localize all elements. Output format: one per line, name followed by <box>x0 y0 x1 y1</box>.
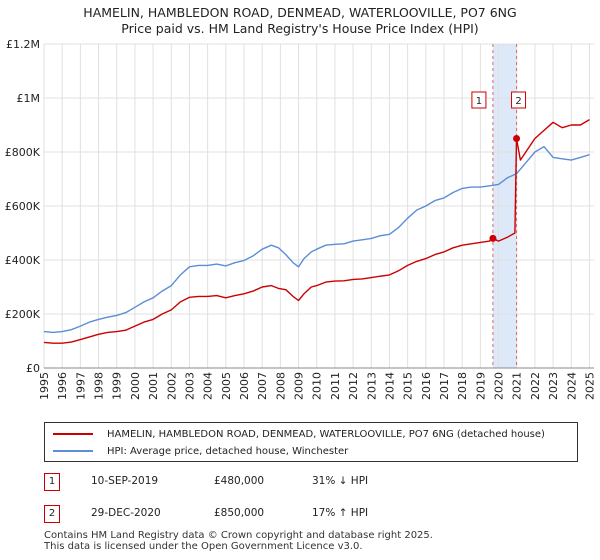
transaction-point <box>489 234 497 242</box>
transaction-marker-box <box>511 91 527 109</box>
transaction-date: 10-SEP-2019 <box>91 475 159 487</box>
x-tick-label: 2013 <box>365 372 378 400</box>
footer-licence: This data is licensed under the Open Gov… <box>44 541 363 552</box>
x-tick-label: 1999 <box>111 372 124 400</box>
x-tick-label: 2005 <box>220 372 233 400</box>
x-tick-label: 2019 <box>474 372 487 400</box>
x-tick-label: 2008 <box>274 372 287 400</box>
x-tick-label: 2001 <box>147 372 160 400</box>
x-tick-label: 2010 <box>311 372 324 400</box>
x-tick-label: 2018 <box>456 372 469 400</box>
series-line-hpi <box>43 145 590 334</box>
transaction-point <box>513 135 521 142</box>
x-tick-label: 2024 <box>565 372 578 400</box>
legend-label-hpi: HPI: Average price, detached house, Winc… <box>107 445 349 457</box>
y-tick-label: £800K <box>5 146 41 159</box>
transaction-marker-label: 1 <box>476 96 482 107</box>
y-tick-label: £0 <box>26 362 40 375</box>
x-tick-label: 2006 <box>238 372 251 400</box>
x-tick-label: 2007 <box>256 372 269 400</box>
legend: HAMELIN, HAMBLEDON ROAD, DENMEAD, WATERL… <box>44 422 578 462</box>
x-tick-label: 1997 <box>74 372 87 400</box>
legend-item-property: HAMELIN, HAMBLEDON ROAD, DENMEAD, WATERL… <box>53 426 545 442</box>
transaction-marker-box <box>471 91 487 109</box>
footer: Contains HM Land Registry data © Crown c… <box>44 530 433 552</box>
x-tick-label: 1998 <box>93 372 106 400</box>
x-tick-label: 2011 <box>329 372 342 400</box>
x-tick-label: 2023 <box>547 372 560 400</box>
x-tick-label: 2015 <box>402 372 415 400</box>
y-tick-label: £400K <box>5 254 41 267</box>
transaction-date: 29-DEC-2020 <box>91 507 161 519</box>
legend-label-property: HAMELIN, HAMBLEDON ROAD, DENMEAD, WATERL… <box>107 428 545 440</box>
transaction-hpi-delta: 31% ↓ HPI <box>312 475 369 487</box>
y-tick-label: £200K <box>5 308 41 321</box>
x-tick-label: 2017 <box>438 372 451 400</box>
x-tick-label: 2004 <box>202 372 215 400</box>
transaction-badge: 1 <box>44 473 60 491</box>
transaction-marker-label: 2 <box>515 96 521 107</box>
x-tick-label: 2014 <box>383 372 396 400</box>
x-tick-label: 2003 <box>183 372 196 400</box>
x-tick-label: 2009 <box>293 372 306 400</box>
x-tick-label: 2002 <box>165 372 178 400</box>
legend-swatch-property <box>53 433 93 435</box>
x-tick-label: 1995 <box>38 372 51 400</box>
legend-item-hpi: HPI: Average price, detached house, Winc… <box>53 443 348 459</box>
x-tick-label: 1996 <box>56 372 69 400</box>
chart-title: HAMELIN, HAMBLEDON ROAD, DENMEAD, WATERL… <box>83 5 517 20</box>
x-tick-label: 2012 <box>347 372 360 400</box>
transaction-badge: 2 <box>44 505 60 523</box>
x-tick-label: 2020 <box>493 372 506 400</box>
y-tick-label: £1.2M <box>6 38 40 51</box>
x-tick-label: 2000 <box>129 372 142 400</box>
chart-subtitle: Price paid vs. HM Land Registry's House … <box>121 21 479 36</box>
x-tick-label: 2016 <box>420 372 433 400</box>
footer-copyright: Contains HM Land Registry data © Crown c… <box>44 530 433 541</box>
series-line-property <box>43 118 590 344</box>
x-tick-label: 2022 <box>529 372 542 400</box>
x-tick-label: 2021 <box>511 372 524 400</box>
legend-swatch-hpi <box>53 450 93 452</box>
transaction-price: £480,000 <box>214 475 265 487</box>
x-tick-label: 2025 <box>583 372 596 400</box>
transaction-hpi-delta: 17% ↑ HPI <box>312 507 369 519</box>
y-tick-label: £1M <box>17 92 41 105</box>
y-tick-label: £600K <box>5 200 41 213</box>
line-chart: £0 £200K £400K £600K £800K £1M £1.2M 1995 1996 19… <box>5 38 597 400</box>
transaction-price: £850,000 <box>214 507 265 519</box>
